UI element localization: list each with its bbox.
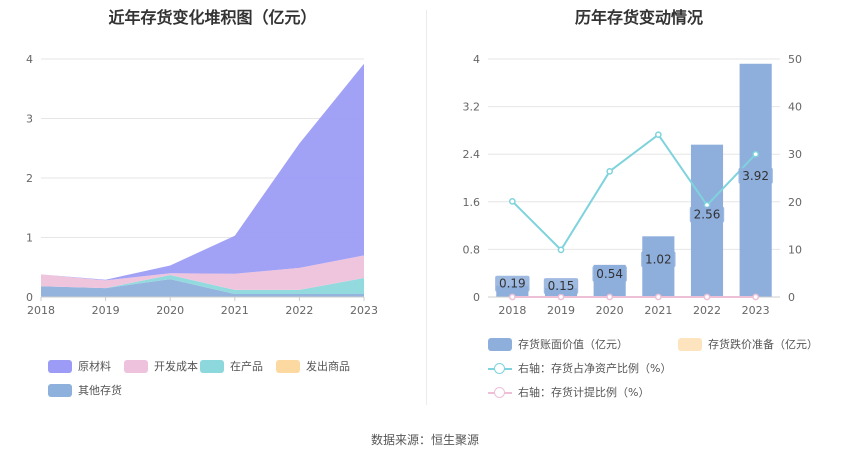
legend-item[interactable]: 右轴：存货计提比例（%）	[488, 384, 649, 400]
y-tick-label: 0	[473, 291, 480, 304]
bar-value-label: 1.02	[645, 252, 672, 266]
legend-swatch	[276, 359, 300, 373]
line-point	[752, 150, 760, 158]
legend-item[interactable]: 存货跌价准备（亿元）	[678, 336, 818, 352]
x-tick-label: 2020	[596, 304, 624, 317]
x-tick-label: 2023	[350, 304, 378, 317]
x-tick-label: 2022	[693, 304, 721, 317]
y-tick-label: 4	[473, 53, 480, 66]
legend-swatch	[488, 337, 512, 351]
x-tick-label: 2020	[156, 304, 184, 317]
legend-swatch	[48, 383, 72, 397]
bar-value-label: 3.92	[742, 169, 769, 183]
x-tick-label: 2022	[285, 304, 313, 317]
legend-label: 其他存货	[78, 384, 122, 397]
line-point	[508, 293, 516, 301]
legend-label: 原材料	[78, 360, 111, 373]
stacked-area-chart-panel: 近年存货变化堆积图（亿元） 0 1 2 3 4 2018 2019 2020 2021 2022 2…	[0, 0, 425, 415]
bar-label-bg	[689, 206, 725, 223]
data-source-note: 数据来源：恒生聚源	[370, 433, 479, 447]
legend-item[interactable]: 存货账面价值（亿元）	[488, 336, 628, 352]
y2-tick-label: 40	[788, 101, 802, 114]
bar-value-label: 0.15	[548, 279, 575, 293]
line-point	[606, 293, 614, 301]
area-series-2	[41, 274, 364, 295]
y-tick-label: 2.4	[463, 148, 481, 161]
y-tick-label: 1	[26, 232, 33, 245]
y-tick-label: 4	[26, 53, 33, 66]
line-point	[703, 293, 711, 301]
line-point	[654, 131, 662, 139]
area-series-3	[41, 255, 364, 290]
y-tick-label: 0	[26, 291, 33, 304]
legend-label: 开发成本	[154, 360, 198, 373]
line-point	[606, 167, 614, 175]
bar-label-bg	[592, 265, 627, 282]
area-series-4	[41, 63, 364, 281]
y-tick-label: 3	[26, 113, 33, 126]
legend-label: 发出商品	[306, 360, 350, 373]
x-tick-label: 2019	[92, 304, 120, 317]
y2-tick-label: 20	[788, 196, 802, 209]
bar-line-chart-panel: 历年存货变动情况 0 0.8 1.6 2.4 3.2 4 0 10 20 30 40 50 2018 20…	[428, 0, 850, 415]
legend-item[interactable]: 发出商品	[276, 358, 350, 374]
legend-label: 存货跌价准备（亿元）	[708, 338, 818, 351]
legend-swatch	[488, 386, 512, 399]
bar-value-label: 2.56	[694, 208, 721, 222]
bar-label-bg	[543, 278, 579, 295]
panel-divider	[426, 10, 427, 405]
y-tick-label: 1.6	[463, 196, 481, 209]
x-tick-label: 2018	[27, 304, 55, 317]
line-point	[557, 246, 565, 254]
line-point	[557, 293, 565, 301]
legend-label: 右轴：存货计提比例（%）	[518, 386, 650, 399]
y-tick-label: 3.2	[463, 101, 481, 114]
y2-tick-label: 50	[788, 53, 802, 66]
x-tick-label: 2018	[498, 304, 526, 317]
chart-title-left: 近年存货变化堆积图（亿元）	[108, 8, 317, 27]
stacked-area-chart: 0 1 2 3 4 2018 2019 2020 2021 2022 2023	[26, 53, 378, 317]
x-tick-label: 2023	[742, 304, 770, 317]
legend-item[interactable]: 在产品	[200, 358, 263, 374]
y2-tick-label: 10	[788, 243, 802, 256]
y-tick-label: 2	[26, 172, 33, 185]
bar-label-bg	[495, 275, 530, 292]
legend-label: 在产品	[230, 360, 263, 373]
y2-tick-label: 30	[788, 148, 802, 161]
legend-item[interactable]: 原材料	[48, 358, 111, 374]
legend-item[interactable]: 开发成本	[124, 358, 198, 374]
area-series-0	[41, 279, 364, 297]
legend-swatch	[200, 359, 224, 373]
x-tick-label: 2019	[547, 304, 575, 317]
bar-value-label: 0.54	[596, 267, 623, 281]
legend-swatch	[488, 362, 512, 375]
line-series-2	[511, 133, 757, 252]
x-tick-label: 2021	[644, 304, 672, 317]
y2-tick-label: 0	[788, 291, 795, 304]
bar-value-label: 0.19	[499, 277, 526, 291]
legend-item[interactable]: 其他存货	[48, 382, 122, 398]
line-point	[654, 293, 662, 301]
legend-swatch	[124, 359, 148, 373]
bar-label-bg	[641, 251, 676, 268]
legend-label: 右轴：存货占净资产比例（%）	[518, 362, 672, 375]
legend-swatch	[48, 359, 72, 373]
legend-label: 存货账面价值（亿元）	[518, 338, 628, 351]
y-tick-label: 0.8	[463, 243, 481, 256]
legend-item[interactable]: 右轴：存货占净资产比例（%）	[488, 360, 671, 376]
chart-title-right: 历年存货变动情况	[574, 8, 703, 27]
x-tick-label: 2021	[221, 304, 249, 317]
bar-label-bg	[738, 167, 773, 184]
line-point	[508, 197, 516, 205]
legend-swatch	[678, 337, 702, 351]
line-point	[752, 293, 760, 301]
